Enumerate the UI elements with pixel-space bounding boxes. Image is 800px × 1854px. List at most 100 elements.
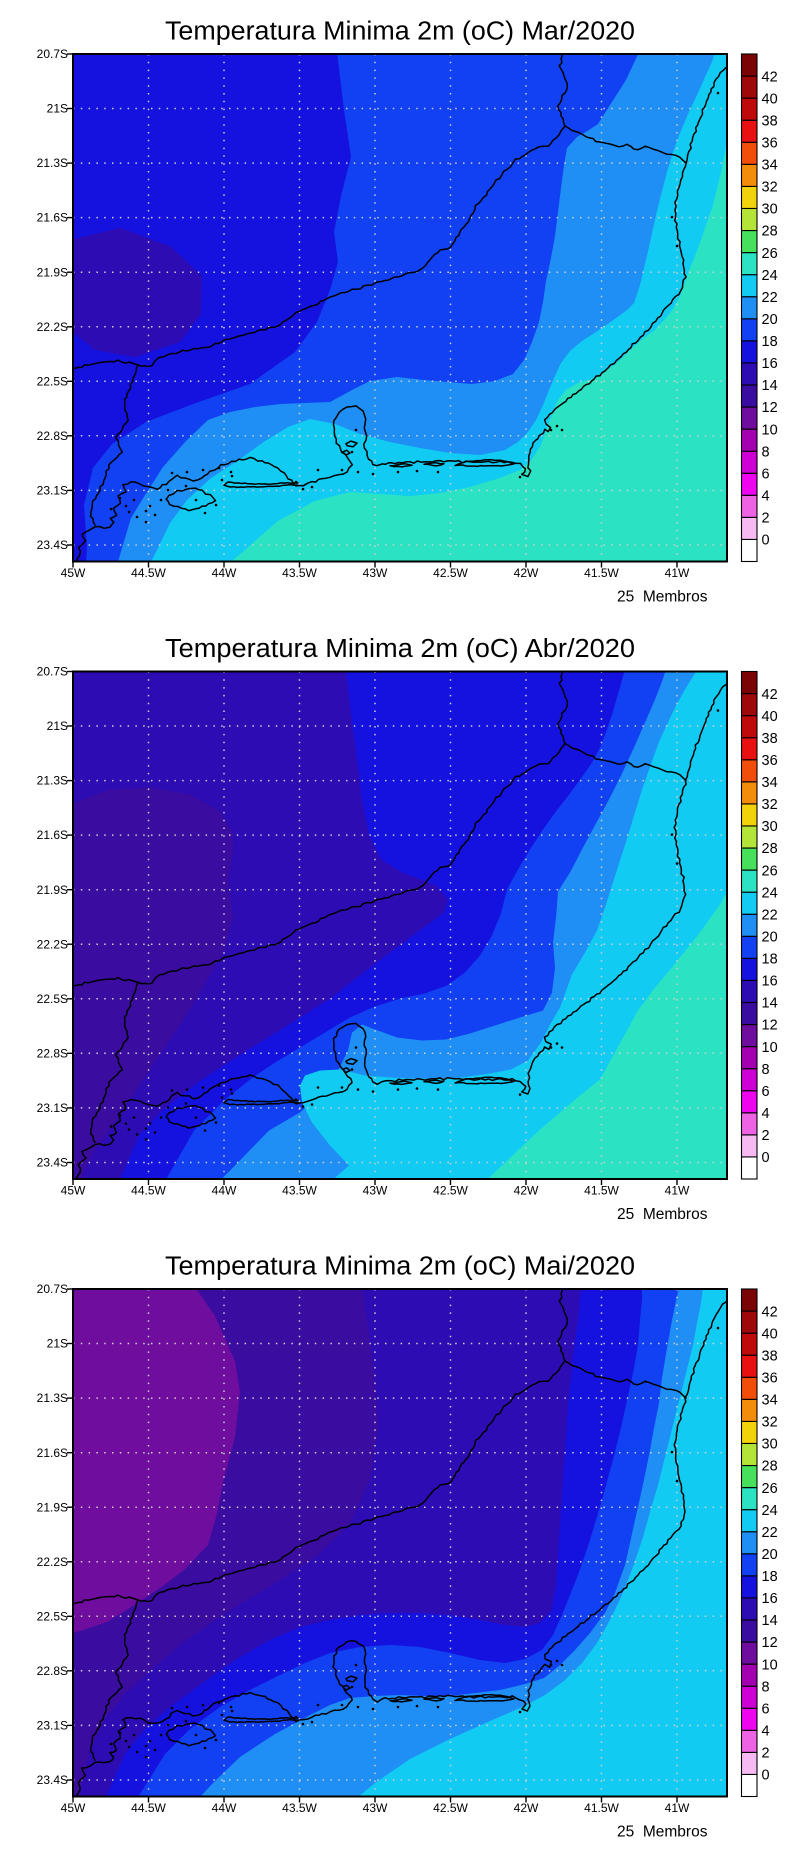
svg-text:10: 10: [762, 422, 778, 438]
svg-text:36: 36: [762, 753, 778, 769]
svg-text:24: 24: [762, 885, 778, 901]
svg-text:41W: 41W: [665, 1184, 690, 1198]
svg-text:22: 22: [762, 290, 778, 306]
svg-text:41W: 41W: [665, 1801, 690, 1815]
svg-text:0: 0: [762, 533, 770, 549]
svg-text:6: 6: [762, 1084, 770, 1100]
svg-text:8: 8: [762, 1679, 770, 1695]
svg-text:45W: 45W: [61, 566, 86, 580]
svg-text:26: 26: [762, 863, 778, 879]
svg-text:40: 40: [762, 709, 778, 725]
svg-text:41W: 41W: [665, 566, 690, 580]
svg-text:38: 38: [762, 1348, 778, 1364]
svg-text:22.8S: 22.8S: [37, 1664, 68, 1678]
svg-text:18: 18: [762, 952, 778, 968]
svg-text:38: 38: [762, 731, 778, 747]
svg-text:44W: 44W: [212, 1184, 237, 1198]
svg-text:8: 8: [762, 444, 770, 460]
svg-text:20: 20: [762, 1547, 778, 1563]
svg-text:2: 2: [762, 1746, 770, 1762]
svg-text:4: 4: [762, 1724, 770, 1740]
svg-text:45W: 45W: [61, 1184, 86, 1198]
svg-text:23.4S: 23.4S: [37, 538, 68, 552]
svg-text:30: 30: [762, 819, 778, 835]
svg-text:25 Membros: 25 Membros: [617, 589, 708, 606]
svg-text:22.8S: 22.8S: [37, 429, 68, 443]
svg-text:18: 18: [762, 1569, 778, 1585]
svg-text:43W: 43W: [363, 566, 388, 580]
svg-text:22.2S: 22.2S: [37, 320, 68, 334]
svg-text:36: 36: [762, 136, 778, 152]
svg-text:32: 32: [762, 797, 778, 813]
svg-text:44W: 44W: [212, 566, 237, 580]
svg-text:Temperatura Minima 2m (oC) Abr: Temperatura Minima 2m (oC) Abr/2020: [165, 635, 635, 663]
svg-text:43.5W: 43.5W: [282, 1184, 317, 1198]
svg-text:32: 32: [762, 180, 778, 196]
svg-text:Temperatura Minima 2m (oC) Mar: Temperatura Minima 2m (oC) Mar/2020: [165, 18, 635, 46]
svg-text:4: 4: [762, 1106, 770, 1122]
svg-text:26: 26: [762, 1481, 778, 1497]
svg-text:21.3S: 21.3S: [37, 1391, 68, 1405]
svg-text:34: 34: [762, 158, 778, 174]
svg-text:16: 16: [762, 974, 778, 990]
svg-text:32: 32: [762, 1415, 778, 1431]
svg-text:42.5W: 42.5W: [433, 1184, 468, 1198]
svg-text:21.9S: 21.9S: [37, 265, 68, 279]
svg-text:21S: 21S: [47, 1337, 68, 1351]
svg-text:41.5W: 41.5W: [584, 1801, 619, 1815]
svg-text:40: 40: [762, 91, 778, 107]
svg-text:43W: 43W: [363, 1184, 388, 1198]
svg-text:0: 0: [762, 1768, 770, 1784]
svg-text:43.5W: 43.5W: [282, 566, 317, 580]
svg-text:20: 20: [762, 930, 778, 946]
svg-text:21.6S: 21.6S: [37, 828, 68, 842]
svg-text:10: 10: [762, 1040, 778, 1056]
svg-text:44.5W: 44.5W: [131, 1184, 166, 1198]
svg-text:42: 42: [762, 69, 778, 85]
svg-text:42W: 42W: [514, 1801, 539, 1815]
svg-text:23.4S: 23.4S: [37, 1773, 68, 1787]
svg-text:23.1S: 23.1S: [37, 1719, 68, 1733]
svg-text:6: 6: [762, 466, 770, 482]
svg-text:44.5W: 44.5W: [131, 1801, 166, 1815]
svg-text:20: 20: [762, 312, 778, 328]
svg-text:16: 16: [762, 1591, 778, 1607]
svg-text:24: 24: [762, 268, 778, 284]
svg-text:40: 40: [762, 1326, 778, 1342]
svg-text:22.2S: 22.2S: [37, 1555, 68, 1569]
svg-text:45W: 45W: [61, 1801, 86, 1815]
svg-text:22.5S: 22.5S: [37, 374, 68, 388]
svg-text:4: 4: [762, 489, 770, 505]
svg-text:21.3S: 21.3S: [37, 774, 68, 788]
svg-text:25 Membros: 25 Membros: [617, 1206, 708, 1223]
svg-text:12: 12: [762, 1018, 778, 1034]
svg-text:28: 28: [762, 224, 778, 240]
svg-text:21S: 21S: [47, 719, 68, 733]
svg-text:34: 34: [762, 1393, 778, 1409]
svg-text:23.4S: 23.4S: [37, 1156, 68, 1170]
svg-text:21.9S: 21.9S: [37, 1500, 68, 1514]
svg-text:34: 34: [762, 775, 778, 791]
svg-text:2: 2: [762, 511, 770, 527]
svg-text:26: 26: [762, 246, 778, 262]
svg-text:12: 12: [762, 1635, 778, 1651]
svg-text:42W: 42W: [514, 1184, 539, 1198]
svg-text:21S: 21S: [47, 102, 68, 116]
svg-text:20.7S: 20.7S: [37, 665, 68, 679]
svg-text:10: 10: [762, 1657, 778, 1673]
svg-text:21.9S: 21.9S: [37, 883, 68, 897]
svg-text:36: 36: [762, 1371, 778, 1387]
svg-text:22.5S: 22.5S: [37, 992, 68, 1006]
svg-text:22.5S: 22.5S: [37, 1609, 68, 1623]
svg-text:30: 30: [762, 202, 778, 218]
svg-text:20.7S: 20.7S: [37, 1282, 68, 1296]
svg-text:6: 6: [762, 1701, 770, 1717]
svg-text:21.3S: 21.3S: [37, 156, 68, 170]
svg-text:2: 2: [762, 1128, 770, 1144]
svg-text:22: 22: [762, 1525, 778, 1541]
svg-text:44W: 44W: [212, 1801, 237, 1815]
svg-text:21.6S: 21.6S: [37, 1446, 68, 1460]
svg-text:14: 14: [762, 1613, 778, 1629]
svg-text:41.5W: 41.5W: [584, 1184, 619, 1198]
svg-text:30: 30: [762, 1437, 778, 1453]
